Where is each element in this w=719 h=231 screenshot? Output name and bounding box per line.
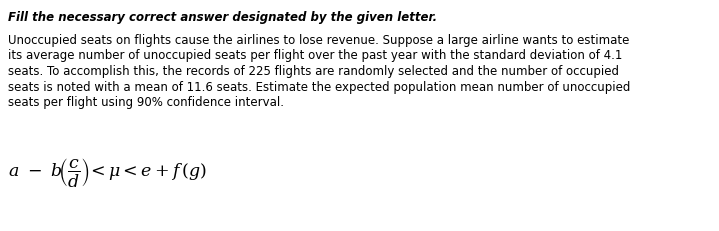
Text: its average number of unoccupied seats per flight over the past year with the st: its average number of unoccupied seats p… bbox=[8, 49, 623, 63]
Text: Unoccupied seats on flights cause the airlines to lose revenue. Suppose a large : Unoccupied seats on flights cause the ai… bbox=[8, 34, 629, 47]
Text: $a\ -\ b\!\left(\dfrac{c}{d}\right)\!<\mu<e+f\,(g)$: $a\ -\ b\!\left(\dfrac{c}{d}\right)\!<\m… bbox=[8, 156, 206, 189]
Text: seats. To accomplish this, the records of 225 flights are randomly selected and : seats. To accomplish this, the records o… bbox=[8, 65, 619, 78]
Text: Fill the necessary correct answer designated by the given letter.: Fill the necessary correct answer design… bbox=[8, 11, 437, 24]
Text: seats per flight using 90% confidence interval.: seats per flight using 90% confidence in… bbox=[8, 96, 284, 109]
Text: seats is noted with a mean of 11.6 seats. Estimate the expected population mean : seats is noted with a mean of 11.6 seats… bbox=[8, 80, 631, 94]
